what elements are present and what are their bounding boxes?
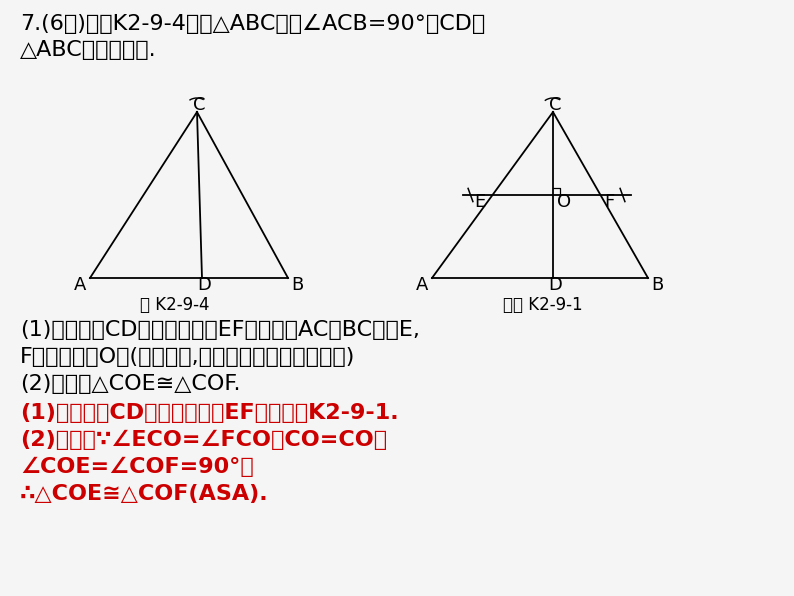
Text: F: F (604, 193, 615, 211)
Text: 7.(6分)如图K2-9-4，在△ABC中，∠ACB=90°，CD为: 7.(6分)如图K2-9-4，在△ABC中，∠ACB=90°，CD为 (20, 14, 485, 34)
Text: ∠COE=∠COF=90°，: ∠COE=∠COF=90°， (20, 457, 254, 477)
Text: ∴△COE≅△COF(ASA).: ∴△COE≅△COF(ASA). (20, 484, 268, 504)
Text: F，垂足为点O；(尺规作图,保留作图痕迹，不写作法): F，垂足为点O；(尺规作图,保留作图痕迹，不写作法) (20, 347, 356, 367)
Text: O: O (557, 193, 571, 211)
Text: D: D (548, 276, 562, 294)
Text: (1)解：线段CD的垂直平分线EF，如答图K2-9-1.: (1)解：线段CD的垂直平分线EF，如答图K2-9-1. (20, 403, 399, 423)
Text: D: D (197, 276, 211, 294)
Text: A: A (416, 276, 429, 294)
Text: (2)求证：△COE≅△COF.: (2)求证：△COE≅△COF. (20, 374, 241, 394)
Text: △ABC的角平分线.: △ABC的角平分线. (20, 40, 156, 60)
Text: 答图 K2-9-1: 答图 K2-9-1 (503, 296, 583, 314)
Text: (2)证明：∵∠ECO=∠FCO，CO=CO，: (2)证明：∵∠ECO=∠FCO，CO=CO， (20, 430, 387, 450)
Text: C: C (549, 96, 561, 114)
Text: B: B (651, 276, 663, 294)
Text: 图 K2-9-4: 图 K2-9-4 (141, 296, 210, 314)
Text: C: C (193, 96, 206, 114)
Text: (1)求作线段CD的垂直平分线EF，分别交AC，BC于点E,: (1)求作线段CD的垂直平分线EF，分别交AC，BC于点E, (20, 320, 420, 340)
Text: A: A (74, 276, 87, 294)
Text: E: E (475, 193, 486, 211)
Text: B: B (291, 276, 303, 294)
